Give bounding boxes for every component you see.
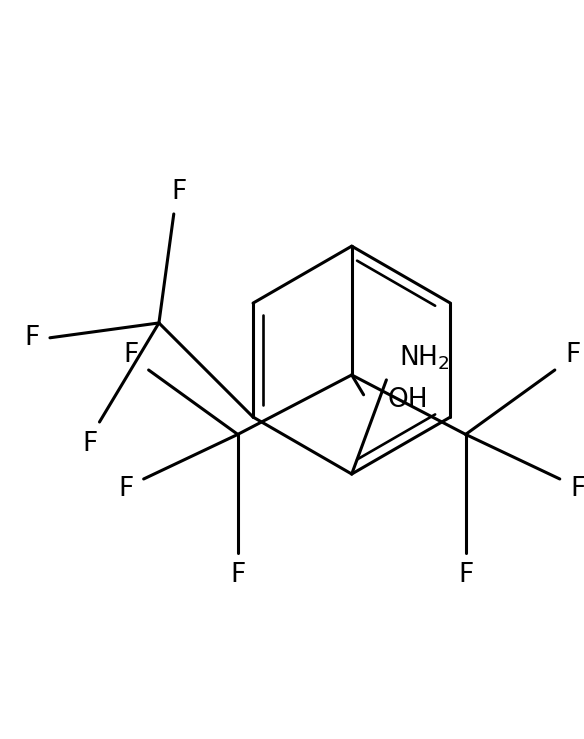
Text: OH: OH <box>388 386 429 412</box>
Text: F: F <box>118 476 134 502</box>
Text: F: F <box>570 476 584 502</box>
Text: F: F <box>82 431 97 457</box>
Text: F: F <box>230 562 245 588</box>
Text: F: F <box>458 562 473 588</box>
Text: F: F <box>123 342 138 368</box>
Text: F: F <box>565 342 580 368</box>
Text: F: F <box>25 325 40 351</box>
Text: F: F <box>171 179 186 205</box>
Text: NH$_2$: NH$_2$ <box>399 344 450 372</box>
